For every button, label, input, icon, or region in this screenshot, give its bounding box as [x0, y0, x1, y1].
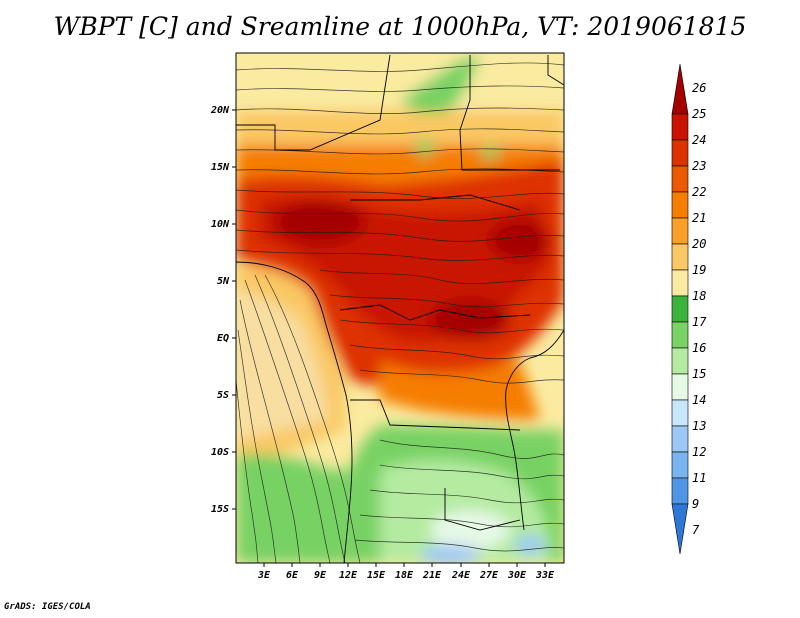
lat-label-20n: 20N: [210, 105, 230, 116]
colorbar-segments: [671, 63, 689, 555]
lat-label-5n: 5N: [217, 276, 230, 287]
colorbar: 26 25 24 23 22 21 20 19 18 17 16 15 14 1…: [671, 63, 707, 555]
colorbar-label-9: 9: [692, 497, 699, 511]
colorbar-segment: [671, 451, 689, 479]
colorbar-label-21: 21: [692, 211, 706, 225]
lon-label-27e: 27E: [479, 570, 499, 581]
lat-label-10s: 10S: [211, 447, 229, 458]
colorbar-label-24: 24: [692, 133, 706, 147]
map-frame: [235, 52, 565, 564]
lon-label-30e: 30E: [507, 570, 527, 581]
longitude-axis: 3E 6E 9E 12E 15E 18E 21E 24E 27E 30E 33E: [257, 563, 555, 581]
map-title: WBPT [C] and Sreamline at 1000hPa, VT: 2…: [53, 12, 747, 41]
lon-label-15e: 15E: [367, 570, 386, 581]
colorbar-label-19: 19: [692, 263, 706, 277]
colorbar-label-15: 15: [692, 367, 706, 381]
colorbar-segment: [671, 269, 689, 297]
colorbar-segment: [671, 399, 689, 427]
temperature-field: [236, 53, 564, 563]
colorbar-segment: [671, 477, 689, 505]
lon-label-12e: 12E: [339, 570, 358, 581]
colorbar-label-16: 16: [692, 341, 706, 355]
colorbar-segment: [671, 113, 689, 141]
lon-label-33e: 33E: [535, 570, 555, 581]
colorbar-labels: 26 25 24 23 22 21 20 19 18 17 16 15 14 1…: [692, 81, 707, 537]
lon-label-6e: 6E: [286, 570, 299, 581]
colorbar-segment: [671, 165, 689, 193]
lon-label-21e: 21E: [422, 570, 442, 581]
colorbar-label-17: 17: [692, 315, 707, 329]
lat-label-10n: 10N: [211, 219, 230, 230]
lat-label-15n: 15N: [211, 162, 230, 173]
colorbar-segment: [671, 373, 689, 401]
colorbar-segment: [671, 503, 689, 555]
colorbar-label-11: 11: [692, 471, 706, 485]
colorbar-label-25: 25: [692, 107, 706, 121]
colorbar-segment: [671, 139, 689, 167]
colorbar-segment: [671, 243, 689, 271]
lat-label-15s: 15S: [211, 504, 229, 515]
lon-label-3e: 3E: [257, 570, 271, 581]
colorbar-segment: [671, 321, 689, 349]
colorbar-label-7: 7: [692, 523, 700, 537]
grads-credit: GrADS: IGES/COLA: [4, 602, 91, 612]
lat-label-eq: EQ: [217, 333, 229, 344]
colorbar-segment: [671, 217, 689, 245]
colorbar-label-23: 23: [692, 159, 706, 173]
latitude-axis: 20N 15N 10N 5N EQ 5S 10S 15S: [210, 105, 236, 515]
colorbar-label-26: 26: [692, 81, 706, 95]
lat-label-5s: 5S: [217, 390, 229, 401]
lon-label-24e: 24E: [451, 570, 471, 581]
lon-label-9e: 9E: [314, 570, 327, 581]
colorbar-label-12: 12: [692, 445, 706, 459]
streamlines: [236, 62, 564, 563]
colorbar-label-18: 18: [692, 289, 706, 303]
lon-label-18e: 18E: [395, 570, 414, 581]
colorbar-label-22: 22: [692, 185, 706, 199]
colorbar-segment: [671, 347, 689, 375]
coastlines: [236, 54, 564, 563]
colorbar-segment: [671, 63, 689, 115]
colorbar-label-13: 13: [692, 419, 706, 433]
colorbar-segment: [671, 191, 689, 219]
colorbar-segment: [671, 425, 689, 453]
colorbar-label-20: 20: [692, 237, 706, 251]
colorbar-label-14: 14: [692, 393, 706, 407]
colorbar-segment: [671, 295, 689, 323]
